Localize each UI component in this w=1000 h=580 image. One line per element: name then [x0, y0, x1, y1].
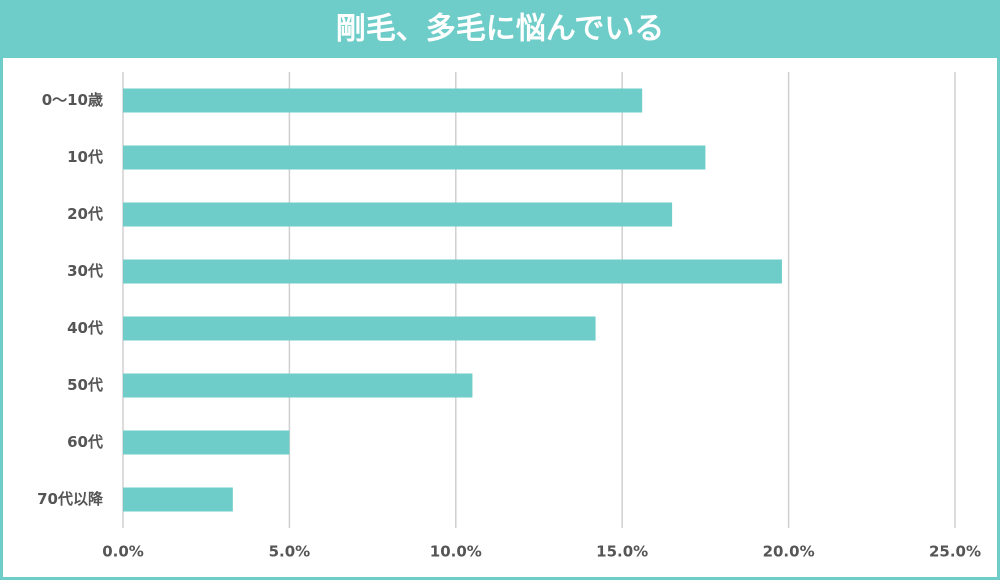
bar	[123, 487, 233, 512]
bar	[123, 88, 643, 113]
x-tick-label: 15.0%	[596, 543, 648, 561]
y-tick-label: 30代	[67, 262, 103, 280]
bar	[123, 430, 290, 455]
y-tick-label: 40代	[67, 319, 103, 337]
y-tick-label: 70代以降	[37, 490, 104, 508]
bar	[123, 202, 673, 227]
y-tick-label: 10代	[67, 148, 103, 166]
y-tick-label: 60代	[67, 433, 103, 451]
bar	[123, 316, 596, 341]
bar	[123, 145, 706, 170]
bar	[123, 373, 473, 398]
x-tick-label: 10.0%	[430, 543, 482, 561]
x-tick-label: 0.0%	[102, 543, 144, 561]
y-tick-label: 50代	[67, 376, 103, 394]
chart-title: 剛毛、多毛に悩んでいる	[336, 12, 665, 47]
title-banner	[0, 0, 1000, 58]
y-tick-label: 20代	[67, 205, 103, 223]
x-tick-label: 25.0%	[929, 543, 981, 561]
x-tick-label: 20.0%	[763, 543, 815, 561]
bar	[123, 259, 782, 284]
y-tick-label: 0〜10歳	[42, 91, 103, 109]
x-tick-label: 5.0%	[269, 543, 311, 561]
